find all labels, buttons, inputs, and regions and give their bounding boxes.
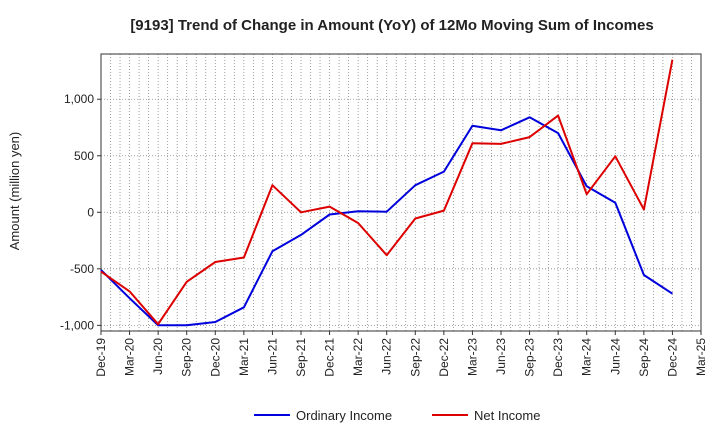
x-tick-label: Mar-22: [351, 338, 365, 376]
x-tick-label: Dec-19: [94, 338, 108, 377]
x-tick-label: Dec-22: [437, 338, 451, 377]
x-tick-label: Mar-21: [237, 338, 251, 376]
x-tick-label: Sep-21: [294, 338, 308, 377]
x-tick-label: Jun-20: [151, 338, 165, 375]
x-tick-label: Sep-20: [180, 338, 194, 377]
x-tick-label: Mar-20: [123, 338, 137, 376]
x-tick-label: Jun-22: [380, 338, 394, 375]
x-tick-label: Sep-22: [408, 338, 422, 377]
x-tick-label: Jun-21: [265, 338, 279, 375]
legend: Ordinary Income Net Income: [254, 408, 540, 423]
legend-label-net-income: Net Income: [474, 408, 540, 423]
axes: [100, 53, 702, 332]
y-axis-label: Amount (million yen): [7, 132, 22, 251]
x-tick-label: Sep-24: [637, 338, 651, 377]
y-tick-label: -1,000: [60, 318, 94, 332]
x-tick-label: Jun-23: [494, 338, 508, 375]
y-tick-label: -500: [70, 262, 94, 276]
chart-title: [9193] Trend of Change in Amount (YoY) o…: [130, 17, 653, 34]
x-tick-label: Sep-23: [523, 338, 537, 377]
plot-frame: [100, 53, 702, 332]
y-axis-ticks: -1,000 -500 0 500 1,000: [60, 92, 101, 332]
y-tick-label: 1,000: [64, 92, 94, 106]
series-line-net-income: [100, 59, 674, 326]
y-tick-label: 500: [74, 149, 94, 163]
x-tick-label: Mar-25: [694, 338, 708, 376]
x-tick-label: Dec-23: [551, 338, 565, 377]
x-tick-label: Mar-24: [580, 338, 594, 376]
x-tick-label: Jun-24: [608, 338, 622, 375]
gridlines: [101, 54, 701, 331]
x-tick-label: Dec-24: [665, 338, 679, 377]
x-tick-label: Dec-21: [323, 338, 337, 377]
x-axis-ticks: Dec-19 Mar-20 Jun-20 Sep-20 Dec-20 Mar-21 Jun-…: [94, 331, 708, 377]
legend-label-ordinary-income: Ordinary Income: [296, 408, 392, 423]
x-tick-label: Mar-23: [465, 338, 479, 376]
x-tick-label: Dec-20: [208, 338, 222, 377]
series-lines: [100, 59, 674, 327]
y-tick-label: 0: [87, 205, 94, 219]
